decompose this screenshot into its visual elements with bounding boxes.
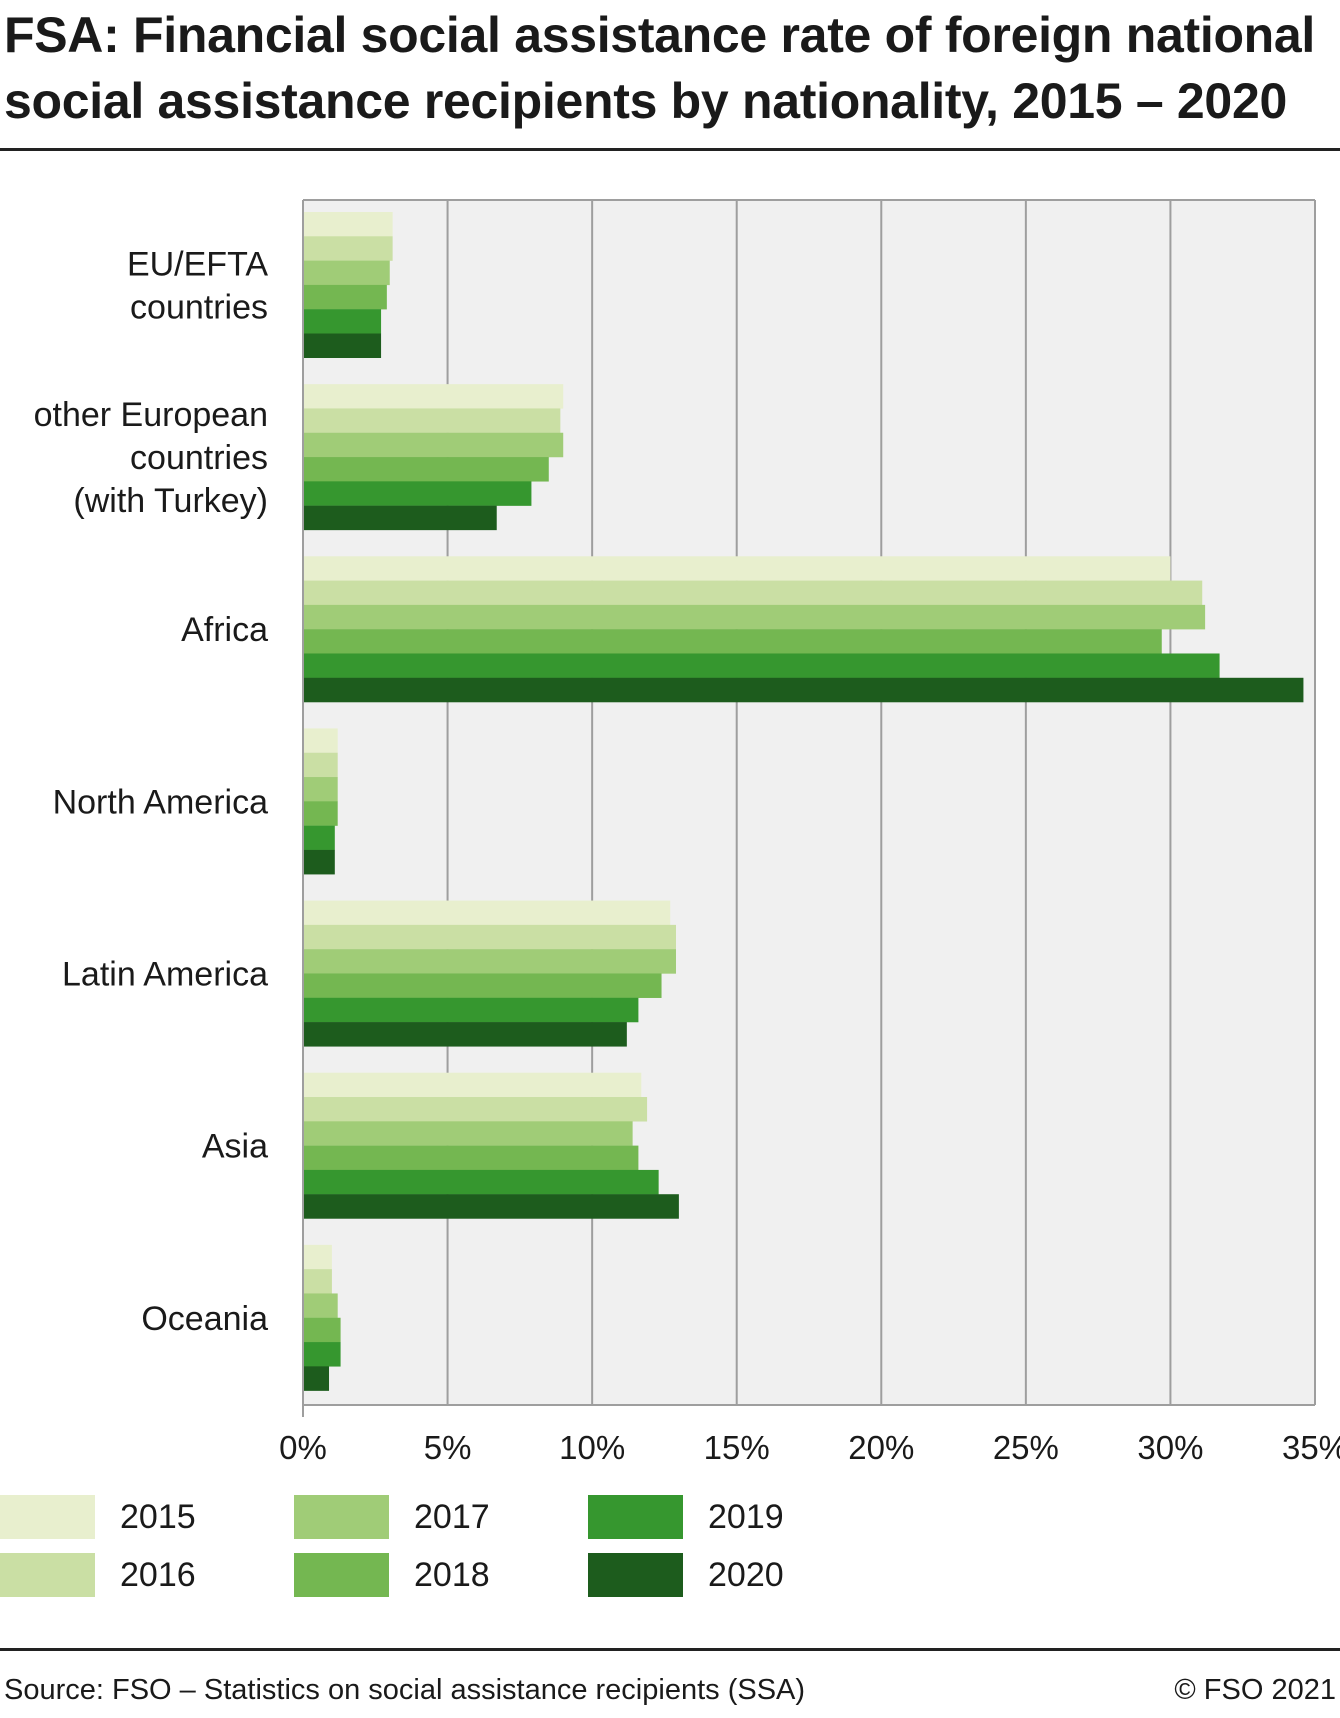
bar-0-2019 — [304, 309, 382, 334]
bar-6-2019 — [304, 1342, 341, 1367]
bar-3-2018 — [304, 801, 338, 826]
bar-4-2019 — [304, 997, 639, 1023]
category-label-6: Oceania — [141, 1300, 268, 1338]
bar-0-2018 — [304, 284, 387, 310]
bar-4-2016 — [304, 924, 676, 950]
bar-1-2015 — [304, 384, 564, 409]
bar-chart: EU/EFTA countries other European countries (… — [34, 199, 1340, 1466]
bar-3-2020 — [304, 849, 335, 875]
bar-2-2015 — [304, 556, 1171, 581]
legend-swatch-2018 — [294, 1553, 389, 1597]
x-tick-labels: 0% 5% 10% 15% 20% 25% 30% 35% — [279, 1429, 1340, 1466]
bar-5-2015 — [304, 1072, 642, 1098]
x-tick-label-5: 5% — [424, 1429, 472, 1466]
bar-4-2017 — [304, 949, 676, 974]
x-tick-label-10: 10% — [559, 1429, 625, 1466]
legend-label-2018: 2018 — [414, 1556, 490, 1594]
bar-2-2016 — [304, 580, 1203, 606]
top-divider — [0, 148, 1340, 151]
bar-3-2015 — [304, 728, 338, 753]
copyright-note: © FSO 2021 — [1174, 1674, 1336, 1706]
category-label-2: Africa — [181, 611, 268, 649]
category-label-3: North America — [53, 783, 268, 821]
legend-swatch-2020 — [588, 1553, 683, 1597]
bar-5-2019 — [304, 1169, 659, 1195]
bar-1-2019 — [304, 481, 532, 506]
chart-title: FSA: Financial social assistance rate of… — [4, 7, 1316, 129]
x-tick-label-25: 25% — [993, 1429, 1059, 1466]
category-label-line: other European — [34, 396, 268, 434]
bar-4-2020 — [304, 1022, 627, 1047]
legend-swatch-2015 — [0, 1495, 95, 1539]
bar-3-2019 — [304, 825, 335, 851]
bar-0-2017 — [304, 260, 390, 286]
legend-swatch-2017 — [294, 1495, 389, 1539]
bar-3-2017 — [304, 777, 338, 802]
x-tick-label-0: 0% — [279, 1429, 327, 1466]
x-tick-label-35: 35% — [1282, 1429, 1340, 1466]
bar-2-2017 — [304, 604, 1206, 630]
bar-6-2016 — [304, 1269, 332, 1294]
legend-label-2020: 2020 — [708, 1556, 784, 1594]
bar-1-2020 — [304, 505, 497, 531]
category-label-1: other European countries (with Turkey) — [34, 396, 268, 520]
bar-2-2020 — [304, 677, 1304, 703]
bar-6-2020 — [304, 1366, 330, 1391]
category-label-0: EU/EFTA countries — [127, 245, 268, 326]
gridlines — [302, 199, 1316, 1417]
bar-4-2018 — [304, 973, 662, 998]
bar-5-2020 — [304, 1194, 679, 1219]
bar-1-2018 — [304, 457, 549, 482]
bar-1-2017 — [304, 432, 564, 458]
category-label-line: North America — [53, 783, 268, 821]
x-tick-label-15: 15% — [704, 1429, 770, 1466]
category-label-line: Oceania — [141, 1300, 268, 1338]
category-label-line: countries — [130, 439, 268, 477]
category-label-line: Latin America — [62, 955, 268, 993]
bar-2-2018 — [304, 629, 1162, 654]
category-label-line: Asia — [202, 1128, 268, 1166]
legend-label-2016: 2016 — [120, 1556, 196, 1594]
legend-swatch-2019 — [588, 1495, 683, 1539]
bottom-divider — [0, 1648, 1340, 1651]
bar-5-2018 — [304, 1145, 639, 1171]
bar-2-2019 — [304, 653, 1220, 678]
category-label-line: (with Turkey) — [73, 482, 268, 520]
x-tick-label-20: 20% — [848, 1429, 914, 1466]
bar-6-2015 — [304, 1244, 332, 1270]
legend: 2015 2016 2017 2018 2019 2020 — [0, 1495, 900, 1625]
legend-label-2019: 2019 — [708, 1498, 784, 1536]
bar-0-2020 — [304, 333, 382, 358]
bar-0-2015 — [304, 212, 393, 237]
legend-label-2015: 2015 — [120, 1498, 196, 1536]
x-tick-label-30: 30% — [1137, 1429, 1203, 1466]
bar-3-2016 — [304, 752, 338, 778]
bar-0-2016 — [304, 236, 393, 261]
category-labels: EU/EFTA countries other European countries (… — [34, 245, 269, 1337]
bar-6-2018 — [304, 1317, 341, 1343]
category-label-line: Africa — [181, 611, 268, 649]
legend-label-2017: 2017 — [414, 1498, 490, 1536]
bar-5-2017 — [304, 1121, 633, 1146]
source-note: Source: FSO – Statistics on social assis… — [4, 1674, 806, 1706]
category-label-4: Latin America — [62, 955, 268, 993]
category-label-line: EU/EFTA — [127, 245, 268, 283]
bar-1-2016 — [304, 408, 561, 433]
category-label-5: Asia — [202, 1128, 268, 1166]
bar-6-2017 — [304, 1293, 338, 1318]
legend-swatch-2016 — [0, 1553, 95, 1597]
plot-area — [303, 200, 1315, 1405]
bar-5-2016 — [304, 1097, 648, 1122]
bar-4-2015 — [304, 900, 671, 926]
category-label-line: countries — [130, 288, 268, 326]
bars — [304, 212, 1304, 1391]
